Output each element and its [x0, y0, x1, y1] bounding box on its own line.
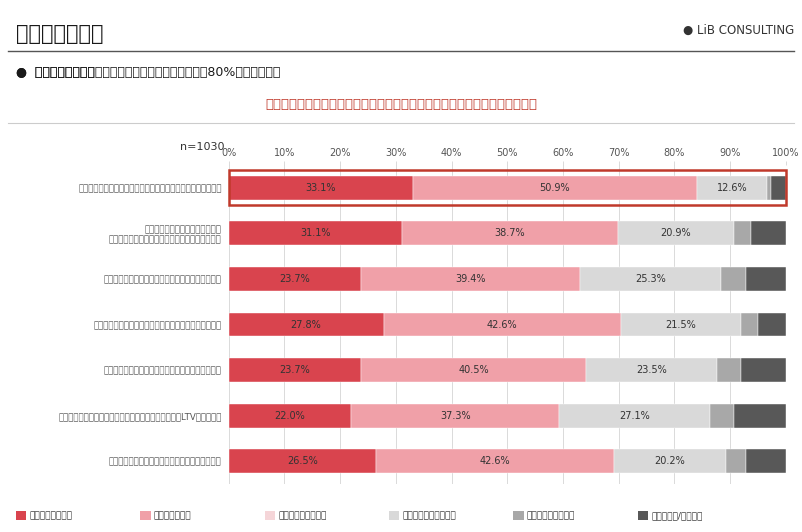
Text: とても当てはまる: とても当てはまる — [30, 511, 73, 520]
Text: やや当てはまる: やや当てはまる — [154, 511, 192, 520]
Text: 21.5%: 21.5% — [666, 320, 696, 329]
Text: 12.6%: 12.6% — [716, 182, 747, 193]
Bar — [734, 221, 751, 245]
Bar — [747, 267, 786, 291]
Text: あまり当てはまらない: あまり当てはまらない — [403, 511, 456, 520]
Bar — [229, 404, 351, 428]
Bar — [402, 221, 618, 245]
Text: ●  事業開発の目的は: ● 事業開発の目的は — [16, 66, 95, 79]
Bar — [697, 176, 767, 200]
Bar — [229, 176, 413, 200]
Text: 38.7%: 38.7% — [495, 228, 525, 238]
Bar — [721, 267, 747, 291]
Bar — [718, 358, 741, 382]
Bar — [710, 404, 734, 428]
Text: ● LiB CONSULTING: ● LiB CONSULTING — [683, 24, 794, 37]
Bar — [758, 313, 786, 336]
Text: ●  事業開発の目的は「新たな収益の柱を作るため」が80%超と最も多い: ● 事業開発の目的は「新たな収益の柱を作るため」が80%超と最も多い — [16, 66, 281, 79]
Text: 50.9%: 50.9% — [540, 182, 570, 193]
Bar — [361, 358, 586, 382]
Bar — [741, 313, 758, 336]
Text: 33.1%: 33.1% — [306, 182, 336, 193]
Bar — [229, 267, 361, 291]
Bar — [734, 404, 786, 428]
Bar — [559, 404, 710, 428]
Bar — [741, 358, 786, 382]
Text: 42.6%: 42.6% — [487, 320, 517, 329]
Text: 27.1%: 27.1% — [619, 411, 650, 421]
Bar — [351, 404, 559, 428]
Bar — [621, 313, 741, 336]
Text: 分からない/知らない: 分からない/知らない — [651, 511, 703, 520]
Text: n=1030: n=1030 — [180, 142, 225, 152]
Bar — [376, 450, 614, 473]
Text: 40.5%: 40.5% — [458, 365, 489, 375]
Text: 20.9%: 20.9% — [661, 228, 691, 238]
Bar — [229, 313, 383, 336]
Text: 39.4%: 39.4% — [456, 274, 486, 284]
Text: 23.7%: 23.7% — [279, 274, 310, 284]
Bar — [581, 267, 721, 291]
Text: 23.5%: 23.5% — [637, 365, 667, 375]
Text: 27.8%: 27.8% — [290, 320, 322, 329]
Bar — [772, 176, 786, 200]
Text: 42.6%: 42.6% — [480, 456, 510, 467]
Bar — [767, 176, 772, 200]
Text: 20.2%: 20.2% — [654, 456, 686, 467]
Text: どちらともいえない: どちらともいえない — [278, 511, 326, 520]
Bar — [727, 450, 746, 473]
Text: 22.0%: 22.0% — [274, 411, 306, 421]
Bar — [229, 358, 361, 382]
Text: 31.1%: 31.1% — [300, 228, 330, 238]
Text: 26.5%: 26.5% — [287, 456, 318, 467]
Text: 自身の会社の事業開発の目的について、当てはまるものを教えてください。: 自身の会社の事業開発の目的について、当てはまるものを教えてください。 — [265, 98, 537, 111]
Bar — [746, 450, 786, 473]
Text: 23.7%: 23.7% — [279, 365, 310, 375]
Bar — [229, 221, 402, 245]
Bar — [751, 221, 786, 245]
Text: 37.3%: 37.3% — [439, 411, 471, 421]
Bar — [413, 176, 697, 200]
Text: 全く当てはまらない: 全く当てはまらない — [527, 511, 575, 520]
Bar — [361, 267, 581, 291]
Bar — [614, 450, 727, 473]
Text: 25.3%: 25.3% — [635, 274, 666, 284]
Text: 事業開発の目的: 事業開発の目的 — [16, 24, 103, 44]
Bar — [383, 313, 621, 336]
Bar — [618, 221, 734, 245]
Bar — [229, 450, 376, 473]
Bar — [586, 358, 718, 382]
